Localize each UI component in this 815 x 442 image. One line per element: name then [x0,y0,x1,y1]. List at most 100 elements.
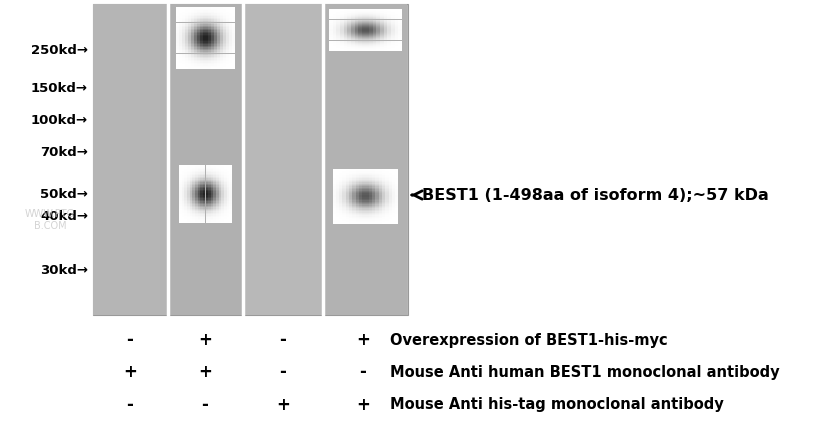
Bar [221,29,223,30]
Bar [218,206,222,207]
Bar [182,65,184,66]
Bar [389,218,392,219]
Bar [337,26,340,27]
Bar [200,19,202,21]
Bar [359,200,362,202]
Bar [395,177,399,178]
Bar [178,35,182,36]
Bar [195,171,197,172]
Bar [200,201,203,203]
Bar [369,42,372,44]
Bar [190,213,192,214]
Bar [192,194,195,195]
Bar [200,214,203,216]
Bar [184,23,187,24]
Bar [385,193,389,194]
Bar [346,214,349,215]
Bar [227,195,229,197]
Bar [230,29,232,30]
Bar [205,190,208,191]
Bar [205,38,209,39]
Bar [376,179,379,181]
Bar [202,60,205,61]
Bar [352,168,355,170]
Bar [382,210,385,211]
Bar [368,189,372,191]
Bar [195,210,197,211]
Bar [336,173,339,174]
Bar [347,15,351,16]
Bar [184,13,187,15]
Bar [380,16,384,17]
Bar [208,201,211,203]
Bar [336,211,339,213]
Bar [184,18,187,19]
Bar [218,201,222,203]
Bar [203,220,205,221]
Bar [209,10,211,11]
Bar [211,216,214,217]
Bar [221,55,223,57]
Bar [365,26,369,27]
Bar [369,14,372,15]
Bar [342,178,346,179]
Bar [197,165,200,167]
Bar [359,33,362,34]
Bar [205,30,209,32]
Bar [395,196,399,198]
Bar [227,10,230,11]
Bar [196,19,200,21]
Bar [222,204,224,206]
Bar [333,183,336,185]
Bar [191,24,193,26]
Bar [196,66,200,68]
Bar [211,36,214,38]
Bar [202,30,205,32]
Bar [347,44,351,45]
Bar [214,198,216,200]
Bar [184,183,187,184]
Bar [221,33,223,35]
Bar [175,7,178,8]
Bar [184,65,187,66]
Bar [377,15,380,16]
Bar [191,11,193,13]
Bar [365,208,368,210]
Bar [227,209,229,210]
Bar [395,221,399,222]
Bar [209,39,211,41]
Bar [227,197,229,198]
Bar [182,209,184,210]
Bar [182,26,184,27]
Bar [200,193,203,194]
Bar [385,199,389,200]
Bar [216,221,218,223]
Bar [218,183,222,184]
Bar [372,23,377,24]
Bar [205,46,209,47]
Bar [211,206,214,207]
Bar [336,215,339,217]
Bar [385,173,389,174]
Bar [351,9,355,10]
Text: +: + [356,396,370,414]
Bar [355,16,359,17]
Bar [372,204,376,206]
Bar [218,168,222,169]
Bar [359,181,362,182]
Bar [205,209,208,210]
Bar [347,10,351,11]
Bar [382,173,385,174]
Bar [197,167,200,168]
Bar [387,31,391,32]
Bar [216,204,218,206]
Bar [175,46,178,47]
Bar [182,169,184,171]
Bar [182,178,184,179]
Bar [359,170,362,171]
Bar [216,184,218,185]
Bar [339,188,342,189]
Bar [182,7,184,8]
Bar [369,28,372,29]
Bar [182,66,184,68]
